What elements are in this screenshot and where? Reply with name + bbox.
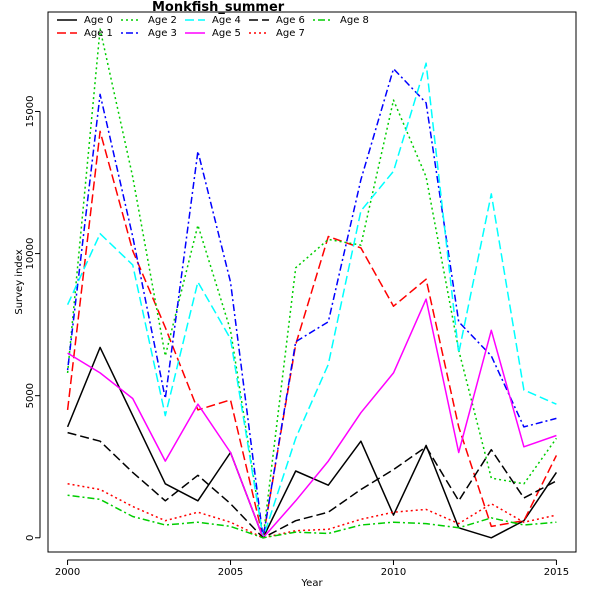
series-line-age-3 bbox=[66, 68, 557, 539]
series-line-age-4 bbox=[66, 62, 557, 539]
legend-label: Age 5 bbox=[212, 28, 241, 39]
series-lines bbox=[66, 28, 558, 539]
legend-label: Age 4 bbox=[212, 15, 241, 26]
series-line-age-5 bbox=[67, 298, 557, 539]
series-line-age-0 bbox=[66, 346, 558, 539]
x-tick-label: 2010 bbox=[381, 567, 406, 578]
plot-frame bbox=[47, 11, 577, 553]
y-tick-label: 10000 bbox=[25, 238, 36, 270]
x-axis-label: Year bbox=[300, 578, 323, 589]
x-tick-label: 2015 bbox=[544, 567, 569, 578]
series-line-age-8 bbox=[67, 494, 557, 539]
series-line-age-6 bbox=[67, 431, 557, 539]
legend-label: Age 7 bbox=[276, 28, 305, 39]
legend-label: Age 6 bbox=[276, 15, 305, 26]
series-line-age-2 bbox=[66, 28, 558, 539]
series-line-age-1 bbox=[66, 130, 558, 539]
axes: 2000 2005 2010 2015 0 5000 10000 15000 bbox=[25, 96, 569, 578]
x-tick-label: 2005 bbox=[218, 567, 243, 578]
legend-label: Age 2 bbox=[148, 15, 177, 26]
legend-label: Age 3 bbox=[148, 28, 177, 39]
legend-label: Age 0 bbox=[84, 15, 113, 26]
y-tick-label: 0 bbox=[25, 535, 36, 541]
chart-title: Monkfish_summer bbox=[152, 0, 285, 15]
y-axis-label: Survey index bbox=[14, 249, 25, 314]
series-line-age-7 bbox=[67, 483, 557, 539]
y-tick-label: 15000 bbox=[25, 96, 36, 128]
x-tick-label: 2000 bbox=[55, 567, 80, 578]
legend-label: Age 8 bbox=[340, 15, 369, 26]
y-tick-label: 5000 bbox=[25, 383, 36, 408]
legend: Age 0 Age 1 Age 2 Age 3 Age 4 Age 5 Age 6 Age 7… bbox=[57, 15, 369, 39]
legend-label: Age 1 bbox=[84, 28, 113, 39]
